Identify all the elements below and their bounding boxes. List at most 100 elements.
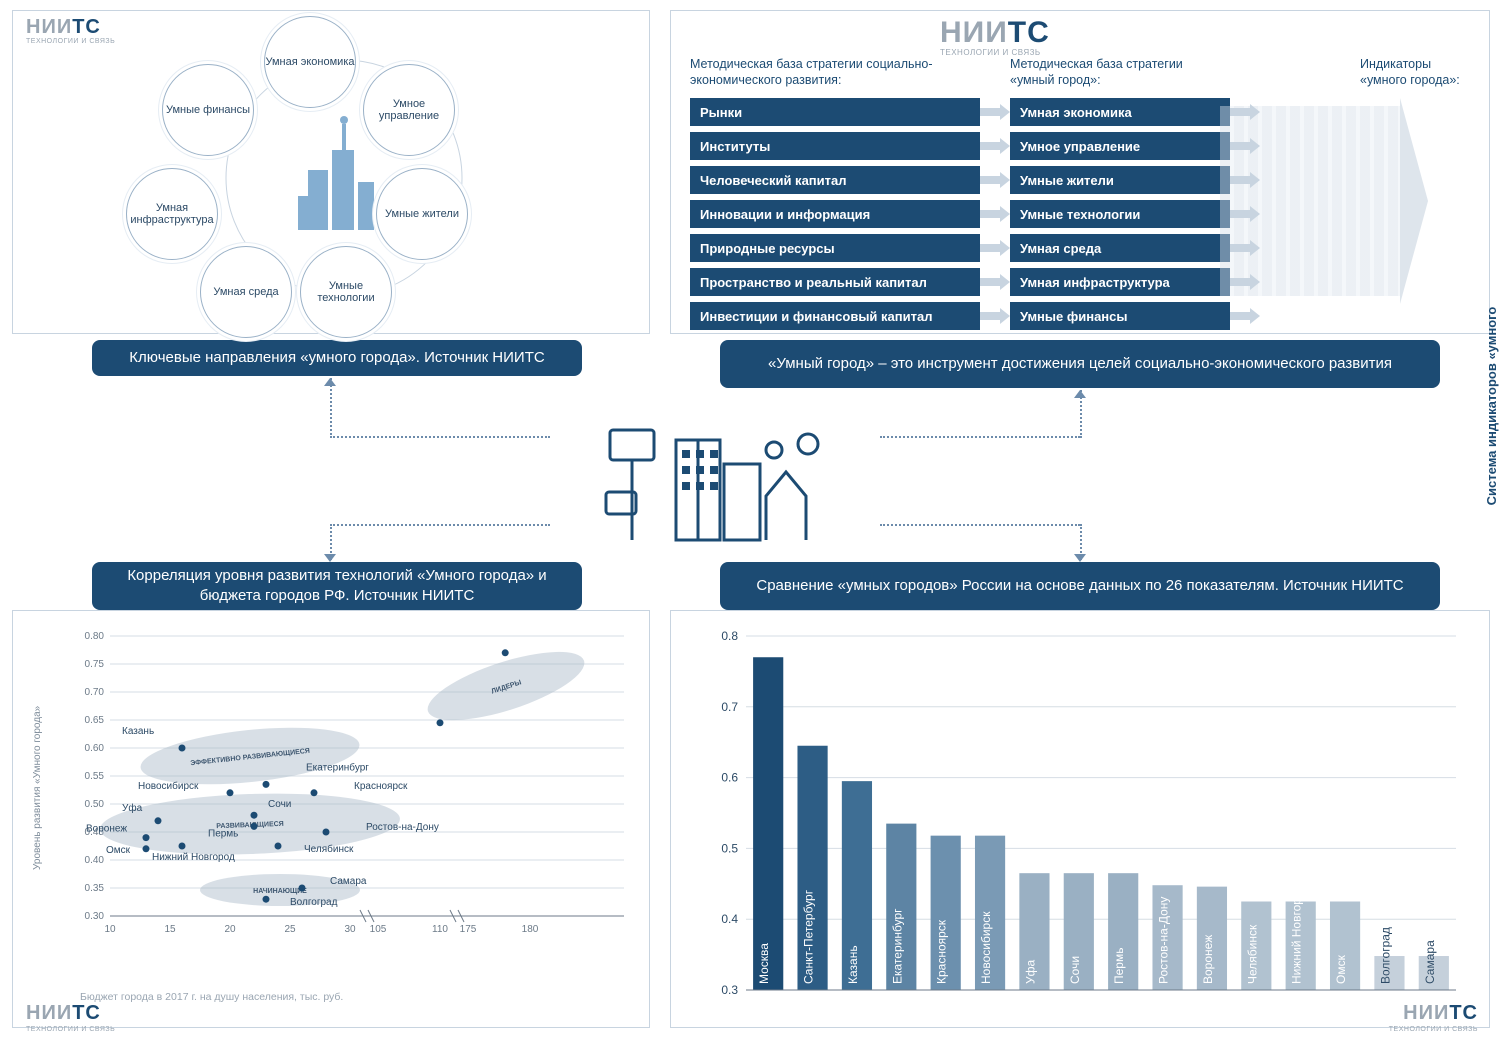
- mapping-right: Умные финансы: [1010, 302, 1230, 330]
- svg-text:Пермь: Пермь: [1112, 948, 1126, 984]
- svg-text:0.65: 0.65: [85, 715, 105, 726]
- svg-text:Омск: Омск: [106, 845, 131, 856]
- svg-text:Воронеж: Воронеж: [1201, 935, 1215, 984]
- circle-node: Умная среда: [200, 246, 292, 338]
- arrow-icon: [980, 170, 1010, 190]
- arrow-icon: [980, 306, 1010, 326]
- svg-text:10: 10: [104, 924, 116, 935]
- svg-text:Екатеринбург: Екатеринбург: [890, 908, 904, 984]
- circle-node: Умное управление: [363, 64, 455, 156]
- svg-text:110: 110: [432, 924, 448, 935]
- svg-text:0.70: 0.70: [85, 687, 105, 698]
- arrow-icon: [1230, 238, 1260, 258]
- arrow-icon: [980, 102, 1010, 122]
- svg-text:0.4: 0.4: [721, 912, 738, 926]
- svg-text:Красноярск: Красноярск: [935, 919, 949, 984]
- connector-tl-h: [330, 436, 550, 438]
- svg-text:0.60: 0.60: [85, 743, 105, 754]
- svg-text:105: 105: [370, 924, 387, 935]
- mapping-left: Природные ресурсы: [690, 234, 980, 262]
- caption-scatter: Корреляция уровня развития технологий «У…: [92, 562, 582, 610]
- svg-text:Волгоград: Волгоград: [1378, 927, 1392, 984]
- circle-node: Умная инфраструктура: [126, 168, 218, 260]
- connector-bl-h: [330, 524, 550, 526]
- connector-tl: [330, 378, 332, 438]
- mapping-left: Пространство и реальный капитал: [690, 268, 980, 296]
- arrow-icon: [1230, 170, 1260, 190]
- svg-text:20: 20: [224, 924, 236, 935]
- arrowhead-bl: [324, 554, 336, 562]
- svg-text:Пермь: Пермь: [208, 828, 238, 839]
- svg-text:Челябинск: Челябинск: [1245, 924, 1259, 984]
- mapping-right: Умные жители: [1010, 166, 1230, 194]
- arrow-icon: [1230, 204, 1260, 224]
- arrow-icon: [980, 238, 1010, 258]
- mapping-left: Инвестиции и финансовый капитал: [690, 302, 980, 330]
- bar-chart: 0.30.40.50.60.70.8МоскваСанкт-ПетербургК…: [706, 626, 1466, 1006]
- caption-key-directions: Ключевые направления «умного города». Ис…: [92, 340, 582, 376]
- svg-text:180: 180: [522, 924, 539, 935]
- svg-text:Воронеж: Воронеж: [86, 824, 127, 835]
- svg-text:0.7: 0.7: [721, 700, 738, 714]
- arrowhead-tl: [324, 378, 336, 386]
- svg-text:Уфа: Уфа: [1023, 960, 1037, 984]
- svg-text:15: 15: [164, 924, 176, 935]
- brand-logo-tr: НИИТС: [940, 16, 1050, 50]
- brand-logo-bl: НИИТС: [26, 1002, 101, 1025]
- mapping-right: Умная инфраструктура: [1010, 268, 1230, 296]
- arrowhead-br: [1074, 554, 1086, 562]
- svg-text:Санкт-Петербург: Санкт-Петербург: [802, 889, 816, 984]
- scatter-xlabel: Бюджет города в 2017 г. на душу населени…: [80, 991, 343, 1003]
- svg-text:Омск: Омск: [1334, 954, 1348, 984]
- svg-text:0.40: 0.40: [85, 855, 105, 866]
- mapping-right: Умные технологии: [1010, 200, 1230, 228]
- svg-text:Уфа: Уфа: [122, 802, 143, 814]
- svg-text:0.5: 0.5: [721, 841, 738, 855]
- svg-text:Нижний Новгород: Нижний Новгород: [152, 852, 235, 863]
- arrow-icon: [980, 272, 1010, 292]
- mapping-right: Умное управление: [1010, 132, 1230, 160]
- svg-text:Новосибирск: Новосибирск: [979, 911, 993, 984]
- svg-text:Нижний Новгород: Нижний Новгород: [1290, 885, 1304, 984]
- circle-node: Умные технологии: [300, 246, 392, 338]
- svg-text:Ростов-на-Дону: Ростов-на-Дону: [1157, 897, 1171, 984]
- svg-text:25: 25: [284, 924, 296, 935]
- svg-text:0.6: 0.6: [721, 771, 738, 785]
- arrow-icon: [1230, 136, 1260, 156]
- tr-header-right: Индикаторы «умного города»:: [1360, 56, 1470, 89]
- svg-text:0.8: 0.8: [721, 629, 738, 643]
- arrowhead-tr: [1074, 390, 1086, 398]
- svg-text:Екатеринбург: Екатеринбург: [306, 761, 369, 773]
- circle-node: Умные жители: [376, 168, 468, 260]
- mapping-left: Человеческий капитал: [690, 166, 980, 194]
- circle-node: Умные финансы: [162, 64, 254, 156]
- svg-text:Казань: Казань: [846, 945, 860, 984]
- mapping-left: Рынки: [690, 98, 980, 126]
- svg-text:Красноярск: Красноярск: [354, 781, 408, 792]
- svg-text:30: 30: [344, 924, 356, 935]
- tr-vertical-label: Система индикаторов «умного города»: [1484, 306, 1500, 506]
- svg-text:Сочи: Сочи: [1068, 956, 1082, 984]
- tr-rows: РынкиУмная экономикаИнститутыУмное управ…: [690, 98, 1470, 336]
- svg-text:Самара: Самара: [330, 876, 367, 887]
- connector-br-h: [880, 524, 1080, 526]
- svg-text:Самара: Самара: [1423, 940, 1437, 984]
- svg-text:0.3: 0.3: [721, 983, 738, 997]
- svg-text:0.80: 0.80: [85, 631, 105, 642]
- svg-text:0.30: 0.30: [85, 911, 105, 922]
- arrow-icon: [1230, 306, 1260, 326]
- circle-node: Умная экономика: [264, 16, 356, 108]
- svg-text:0.55: 0.55: [85, 771, 105, 782]
- svg-text:Волгоград: Волгоград: [290, 897, 338, 908]
- svg-text:0.75: 0.75: [85, 659, 105, 670]
- connector-tr-h: [880, 436, 1080, 438]
- arrow-icon: [1230, 102, 1260, 122]
- svg-text:175: 175: [460, 924, 477, 935]
- mapping-left: Инновации и информация: [690, 200, 980, 228]
- svg-text:Казань: Казань: [122, 726, 154, 737]
- arrow-icon: [980, 204, 1010, 224]
- caption-bars: Сравнение «умных городов» России на осно…: [720, 562, 1440, 610]
- arrow-icon: [1230, 272, 1260, 292]
- mapping-left: Институты: [690, 132, 980, 160]
- arrow-icon: [980, 136, 1010, 156]
